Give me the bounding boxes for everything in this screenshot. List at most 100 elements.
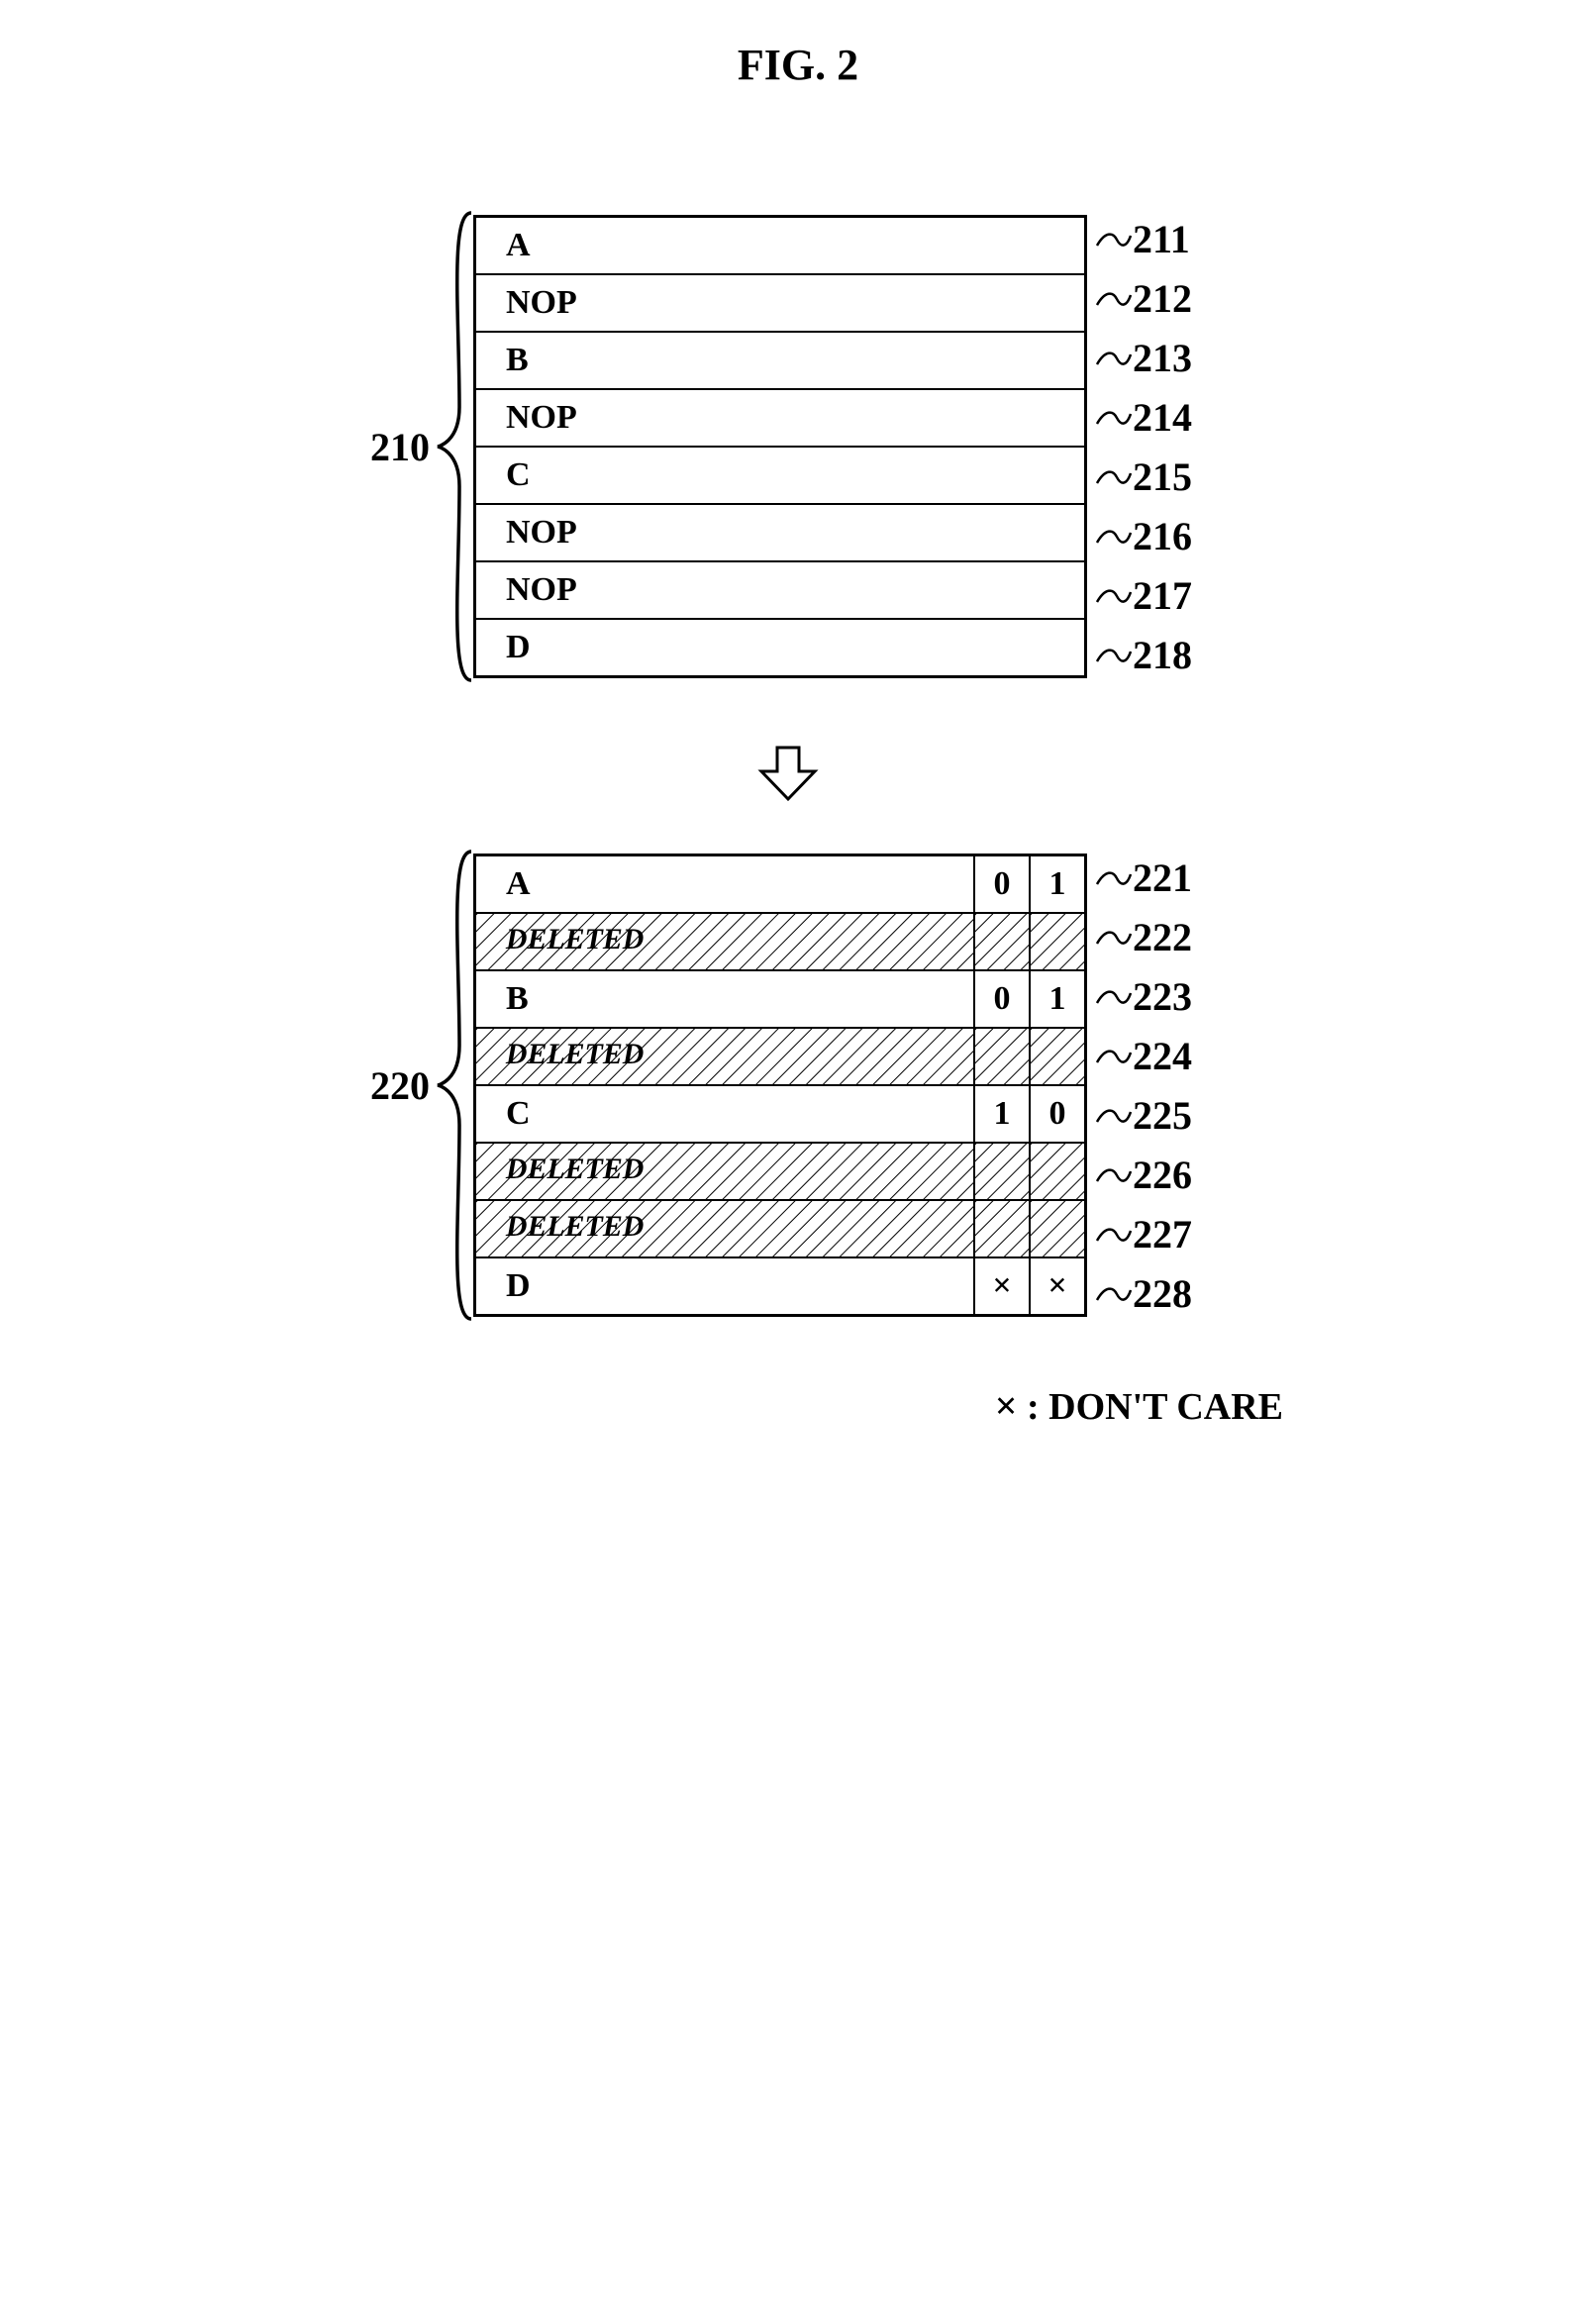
row-ref-number: 228 (1133, 1270, 1192, 1317)
table-210: ANOPBNOPCNOPNOPD (473, 215, 1087, 678)
arrow-down-wrap (303, 744, 1095, 808)
svg-text:DELETED: DELETED (505, 1038, 644, 1070)
row-labels-210: 211 212 213 214 215 216 217 218 (1087, 209, 1293, 684)
brace-icon (434, 209, 473, 684)
table-row: NOP (475, 274, 1086, 332)
hatched-cell (1031, 1201, 1084, 1256)
bit-cell (1030, 1143, 1086, 1200)
table-row: NOP (475, 389, 1086, 447)
row-ref-number: 217 (1133, 572, 1192, 619)
bit-cell: 1 (1030, 970, 1086, 1028)
row-ref: 224 (1095, 1026, 1293, 1085)
leader-tilde-icon (1095, 347, 1133, 368)
row-label-cell: DELETED (475, 1028, 975, 1085)
legend-symbol: × (995, 1383, 1018, 1428)
leader-tilde-icon (1095, 228, 1133, 250)
bit-cell (974, 1143, 1030, 1200)
row-ref-number: 214 (1133, 394, 1192, 441)
row-labels-220: 221 222223 224 225 226 227 228 (1087, 848, 1293, 1323)
figure-page: FIG. 2 210 ANOPBNOPCNOPNOPD 211 212 213 214… (303, 40, 1293, 1429)
row-label-cell: DELETED (475, 1200, 975, 1257)
row-ref-number: 212 (1133, 275, 1192, 322)
hatched-cell (975, 914, 1029, 969)
hatched-cell: DELETED (476, 1201, 973, 1256)
row-label-cell: NOP (475, 389, 1086, 447)
row-ref: 214 (1095, 387, 1293, 447)
brace-icon (434, 848, 473, 1323)
table-row: A01 (475, 855, 1086, 914)
row-ref: 221 (1095, 848, 1293, 907)
bit-cell: 0 (974, 970, 1030, 1028)
row-ref: 217 (1095, 565, 1293, 625)
table-row: C (475, 447, 1086, 504)
row-ref-number: 218 (1133, 632, 1192, 678)
leader-tilde-icon (1095, 465, 1133, 487)
hatched-cell (975, 1144, 1029, 1199)
table-row: DELETED (475, 1143, 1086, 1200)
row-label-cell: B (475, 970, 975, 1028)
row-ref: 226 (1095, 1145, 1293, 1204)
leader-tilde-icon (1095, 1045, 1133, 1066)
arrow-down-icon (753, 744, 823, 803)
block-210: 210 ANOPBNOPCNOPNOPD 2112122132142152162… (303, 209, 1293, 684)
row-ref: 228 (1095, 1263, 1293, 1323)
hatched-cell (975, 1201, 1029, 1256)
row-ref: 225 (1095, 1085, 1293, 1145)
table-row: D (475, 619, 1086, 677)
leader-tilde-icon (1095, 1282, 1133, 1304)
row-ref: 223 (1095, 966, 1293, 1026)
leader-tilde-icon (1095, 1223, 1133, 1245)
row-ref-number: 221 (1133, 854, 1192, 901)
row-label-cell: C (475, 447, 1086, 504)
row-label-cell: NOP (475, 274, 1086, 332)
block-220: 220 A01DELETEDB01DELETEDC10DELETEDDELETE… (303, 848, 1293, 1323)
row-label-cell: D (475, 1257, 975, 1316)
leader-tilde-icon (1095, 985, 1133, 1007)
row-ref: 211 (1095, 209, 1293, 268)
bit-cell (974, 1200, 1030, 1257)
group-label-210-wrap: 210 (303, 209, 473, 684)
leader-tilde-icon (1095, 1163, 1133, 1185)
hatched-cell (1031, 1144, 1084, 1199)
leader-tilde-icon (1095, 525, 1133, 547)
leader-tilde-icon (1095, 406, 1133, 428)
leader-tilde-icon (1095, 287, 1133, 309)
table-row: NOP (475, 504, 1086, 561)
hatched-cell (975, 1029, 1029, 1084)
row-label-cell: NOP (475, 504, 1086, 561)
bit-cell: 0 (974, 855, 1030, 914)
row-ref-number: 216 (1133, 513, 1192, 559)
bit-cell (1030, 913, 1086, 970)
row-ref-number: 227 (1133, 1211, 1192, 1257)
row-ref-number: 213 (1133, 335, 1192, 381)
row-label-cell: DELETED (475, 913, 975, 970)
hatched-cell (1031, 1029, 1084, 1084)
bit-cell (1030, 1028, 1086, 1085)
row-label-cell: NOP (475, 561, 1086, 619)
bit-cell: 0 (1030, 1085, 1086, 1143)
legend: × : DON'T CARE (303, 1382, 1293, 1429)
row-ref-number: 215 (1133, 453, 1192, 500)
figure-title: FIG. 2 (303, 40, 1293, 90)
row-ref-number: 225 (1133, 1092, 1192, 1139)
bit-cell: × (1030, 1257, 1086, 1316)
table-row: B01 (475, 970, 1086, 1028)
row-ref: 222 (1095, 907, 1293, 966)
row-label-cell: D (475, 619, 1086, 677)
row-label-cell: C (475, 1085, 975, 1143)
leader-tilde-icon (1095, 866, 1133, 888)
row-ref: 227 (1095, 1204, 1293, 1263)
legend-colon: : (1027, 1386, 1048, 1428)
table-row: NOP (475, 561, 1086, 619)
row-ref: 216 (1095, 506, 1293, 565)
svg-text:DELETED: DELETED (505, 1210, 644, 1243)
table-220: A01DELETEDB01DELETEDC10DELETEDDELETEDD×× (473, 854, 1087, 1317)
hatched-cell: DELETED (476, 1029, 973, 1084)
hatched-cell (1031, 914, 1084, 969)
bit-cell (974, 1028, 1030, 1085)
hatched-cell: DELETED (476, 914, 973, 969)
row-ref-number: 224 (1133, 1033, 1192, 1079)
legend-text: DON'T CARE (1048, 1386, 1283, 1428)
row-ref-number: 211 (1133, 216, 1190, 262)
table-row: C10 (475, 1085, 1086, 1143)
